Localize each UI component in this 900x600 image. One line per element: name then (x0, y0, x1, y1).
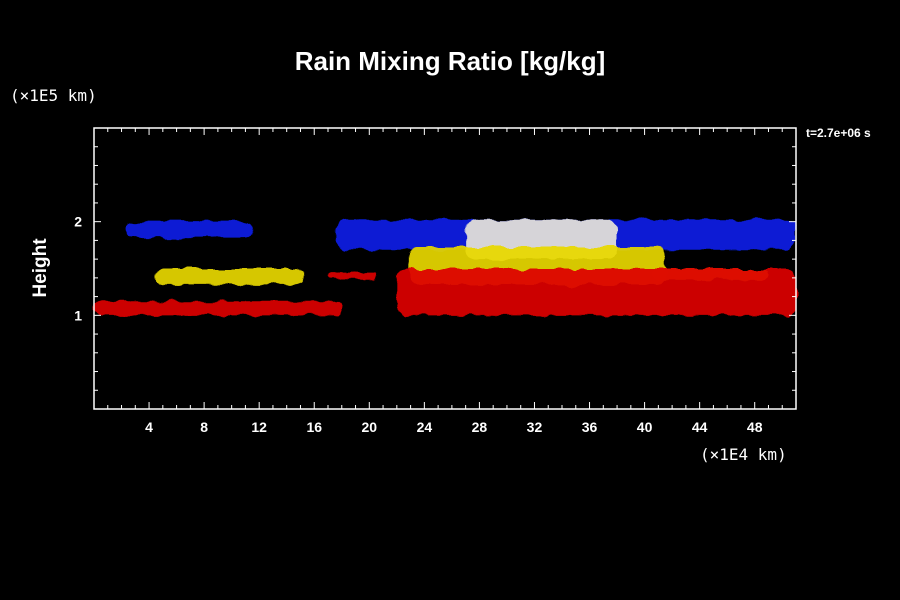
field-region-yellow-3 (155, 268, 304, 285)
x-tick-label: 32 (527, 419, 543, 435)
x-tick-label: 28 (472, 419, 488, 435)
field-region-blue-0 (124, 221, 253, 238)
x-tick-label: 24 (417, 419, 433, 435)
chart-title: Rain Mixing Ratio [kg/kg] (294, 46, 606, 76)
x-tick-label: 36 (582, 419, 598, 435)
x-tick-label: 12 (251, 419, 267, 435)
x-tick-label: 48 (747, 419, 763, 435)
x-tick-label: 40 (637, 419, 653, 435)
plot-frame (93, 127, 797, 410)
y-tick-label: 2 (74, 214, 82, 230)
field-region-red-7 (328, 273, 377, 280)
y-axis-unit: (×1E5 km) (10, 86, 97, 105)
x-tick-label: 20 (362, 419, 378, 435)
field-region-red-6 (94, 301, 342, 316)
x-axis-unit: (×1E4 km) (700, 445, 787, 464)
y-tick-label: 1 (74, 307, 82, 323)
x-tick-label: 16 (306, 419, 322, 435)
field-region-red-8 (396, 268, 796, 316)
time-label: t=2.7e+06 s (806, 126, 871, 140)
x-tick-label: 8 (200, 419, 208, 435)
x-tick-label: 4 (145, 419, 153, 435)
x-tick-label: 44 (692, 419, 708, 435)
